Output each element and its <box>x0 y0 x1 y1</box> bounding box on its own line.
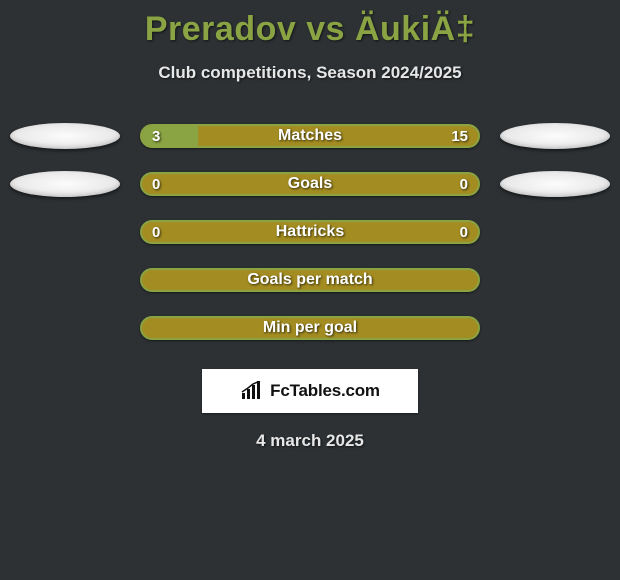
stat-label: Hattricks <box>142 222 478 242</box>
stat-label: Goals per match <box>142 270 478 290</box>
stat-bar-hattricks: 0 Hattricks 0 <box>140 220 480 244</box>
stat-right-value: 0 <box>460 222 468 242</box>
avatar-placeholder <box>10 267 120 293</box>
avatar-placeholder <box>10 315 120 341</box>
stat-row: 0 Goals 0 <box>10 171 610 197</box>
page-subtitle: Club competitions, Season 2024/2025 <box>10 63 610 83</box>
avatar-placeholder <box>500 267 610 293</box>
stat-label: Matches <box>142 126 478 146</box>
stat-right-value: 15 <box>451 126 468 146</box>
player-right-avatar <box>500 171 610 197</box>
player-left-avatar <box>10 123 120 149</box>
stat-bar-goals-per-match: Goals per match <box>140 268 480 292</box>
stat-row: Goals per match <box>10 267 610 293</box>
brand-link[interactable]: FcTables.com <box>202 369 418 413</box>
stat-rows: 3 Matches 15 0 Goals 0 0 Hattricks 0 <box>10 123 610 341</box>
stat-row: 0 Hattricks 0 <box>10 219 610 245</box>
brand-text: FcTables.com <box>270 381 380 401</box>
stat-label: Min per goal <box>142 318 478 338</box>
avatar-placeholder <box>500 219 610 245</box>
player-right-avatar <box>500 123 610 149</box>
stat-bar-min-per-goal: Min per goal <box>140 316 480 340</box>
stat-row: 3 Matches 15 <box>10 123 610 149</box>
avatar-placeholder <box>500 315 610 341</box>
date-label: 4 march 2025 <box>10 431 610 451</box>
page-title: Preradov vs ÄukiÄ‡ <box>10 10 610 49</box>
stat-row: Min per goal <box>10 315 610 341</box>
bar-chart-icon <box>240 381 264 401</box>
avatar-placeholder <box>10 219 120 245</box>
comparison-card: Preradov vs ÄukiÄ‡ Club competitions, Se… <box>0 0 620 451</box>
stat-bar-goals: 0 Goals 0 <box>140 172 480 196</box>
stat-bar-matches: 3 Matches 15 <box>140 124 480 148</box>
player-left-avatar <box>10 171 120 197</box>
stat-label: Goals <box>142 174 478 194</box>
stat-right-value: 0 <box>460 174 468 194</box>
